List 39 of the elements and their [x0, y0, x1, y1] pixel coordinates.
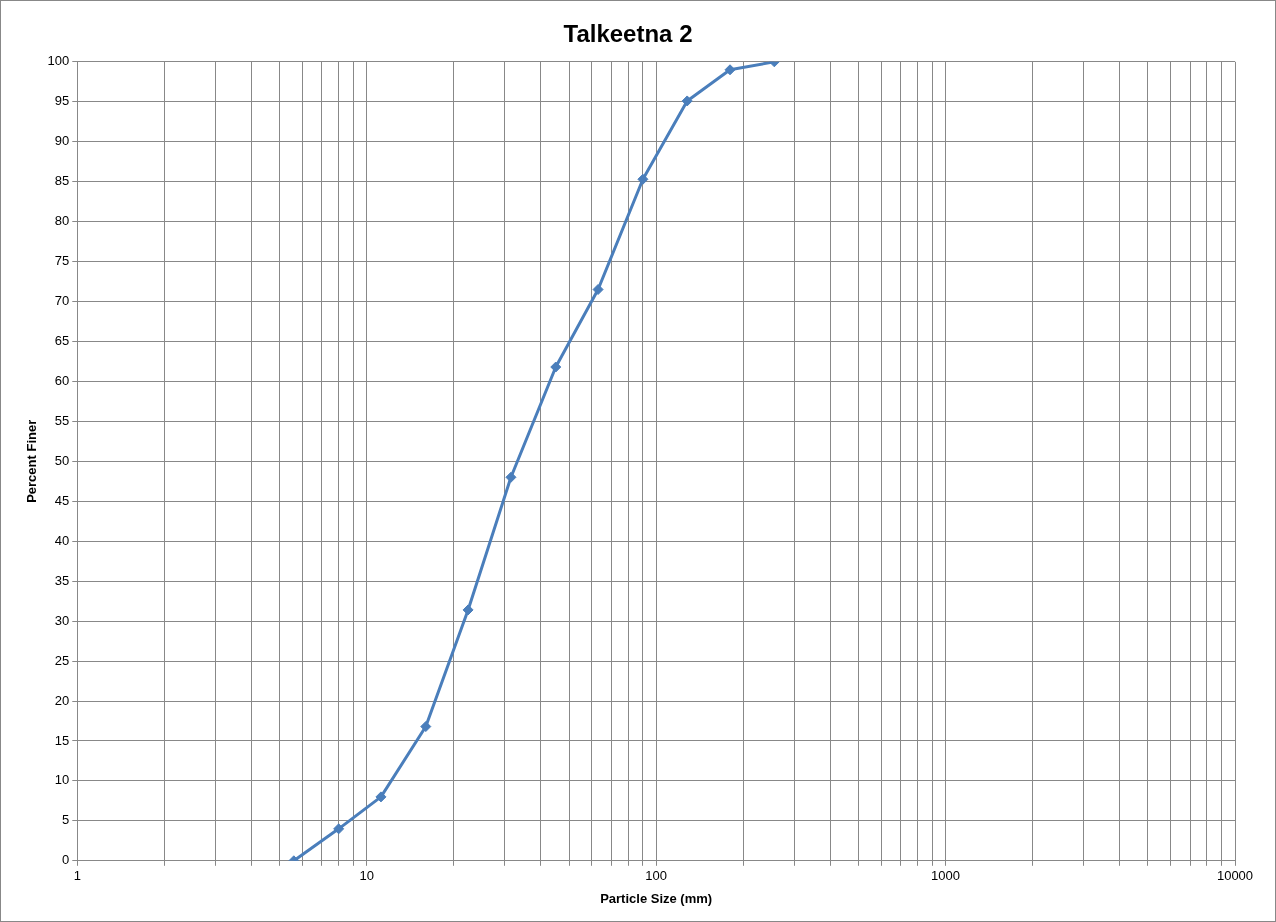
point	[420, 721, 432, 733]
y-tick-label: 30	[54, 612, 70, 628]
y-tick-label: 100	[47, 53, 70, 69]
point	[681, 95, 693, 107]
point	[637, 173, 649, 185]
point	[375, 791, 387, 803]
y-tick-label: 85	[54, 173, 70, 189]
y-tick-label: 90	[54, 133, 70, 149]
x-axis-title: Particle Size (mm)	[600, 890, 713, 906]
x-tick-label: 100	[645, 868, 667, 884]
y-tick-label: 65	[54, 333, 70, 349]
y-tick-label: 10	[54, 772, 70, 788]
y-tick-label: 45	[54, 492, 70, 508]
point	[462, 604, 474, 616]
chart-title: Talkeetna 2	[563, 20, 693, 48]
y-tick-label: 5	[62, 812, 70, 828]
point	[550, 361, 562, 373]
y-tick-label: 40	[54, 532, 70, 548]
x-tick-label: 10	[359, 868, 374, 884]
y-tick-label: 20	[54, 692, 70, 708]
y-tick-label: 25	[54, 652, 70, 668]
point	[505, 471, 517, 483]
y-tick-label: 70	[54, 293, 70, 309]
y-tick-label: 75	[54, 253, 70, 269]
x-tick-label: 1	[73, 868, 81, 884]
y-tick-label: 0	[62, 852, 70, 868]
x-tick-label: 10000	[1216, 868, 1254, 884]
y-tick-label: 95	[54, 93, 70, 109]
y-tick-label: 80	[54, 213, 70, 229]
y-tick-label: 35	[54, 572, 70, 588]
point	[592, 284, 604, 296]
y-tick-label: 60	[54, 372, 70, 388]
point	[724, 64, 736, 76]
y-axis-title: Percent Finer	[24, 419, 40, 503]
point	[333, 823, 345, 835]
y-tick-label: 50	[54, 452, 70, 468]
y-tick-label: 55	[54, 412, 70, 428]
y-tick-label: 15	[54, 732, 70, 748]
x-tick-label: 1000	[931, 868, 961, 884]
